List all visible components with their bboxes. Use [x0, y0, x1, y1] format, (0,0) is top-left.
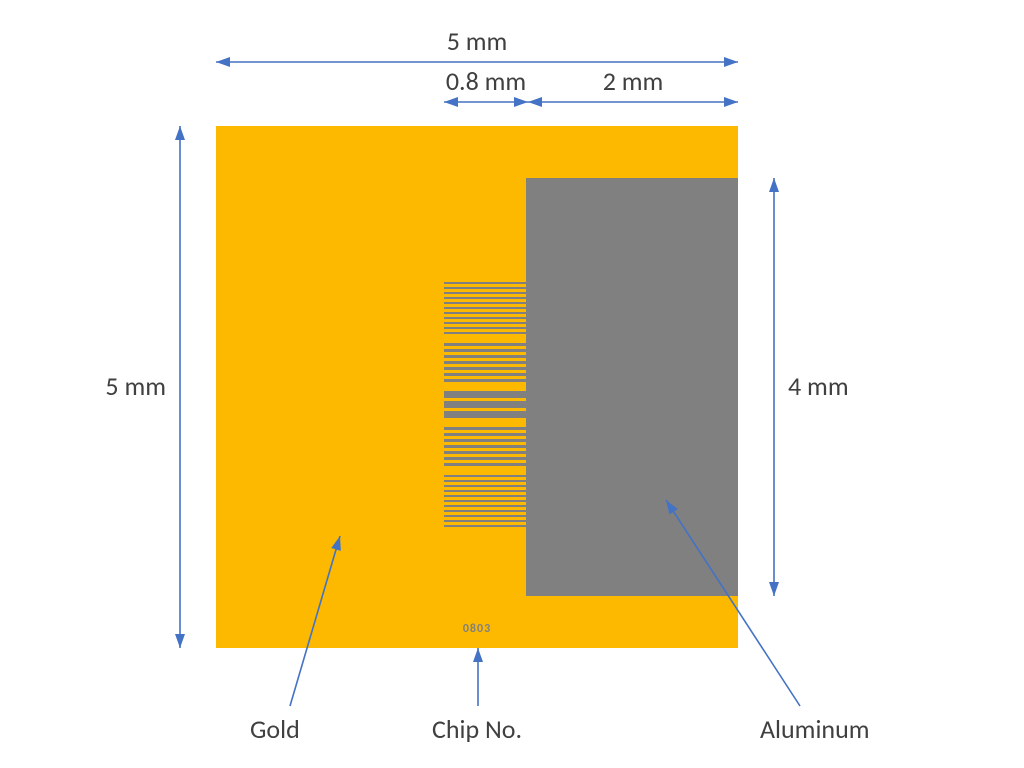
finger-structure [444, 282, 528, 527]
dimension-label: 5 mm [447, 25, 508, 57]
aluminum-pad [526, 178, 738, 596]
dimension-label: 4 mm [788, 370, 849, 402]
chip-no-label: Chip No. [432, 713, 522, 745]
chip-number-text: 0803 [463, 622, 491, 636]
dimension-label: 0.8 mm [446, 65, 526, 97]
aluminum-label: Aluminum [760, 713, 870, 745]
dimension-label: 5 mm [105, 370, 166, 402]
gold-label: Gold [250, 713, 300, 745]
dimension-label: 2 mm [603, 65, 664, 97]
